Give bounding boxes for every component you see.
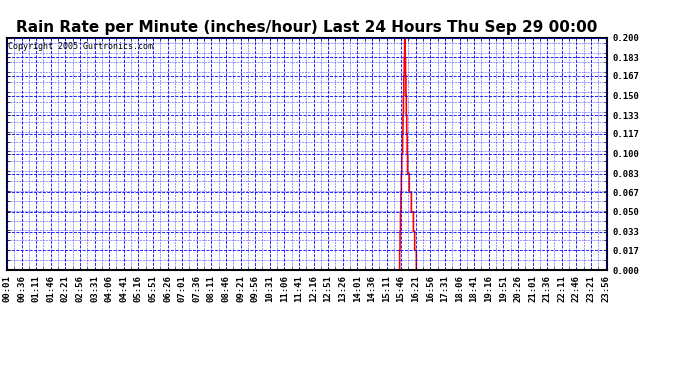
Title: Rain Rate per Minute (inches/hour) Last 24 Hours Thu Sep 29 00:00: Rain Rate per Minute (inches/hour) Last …	[17, 20, 598, 35]
Text: Copyright 2005 Gurtronics.com: Copyright 2005 Gurtronics.com	[8, 42, 153, 51]
